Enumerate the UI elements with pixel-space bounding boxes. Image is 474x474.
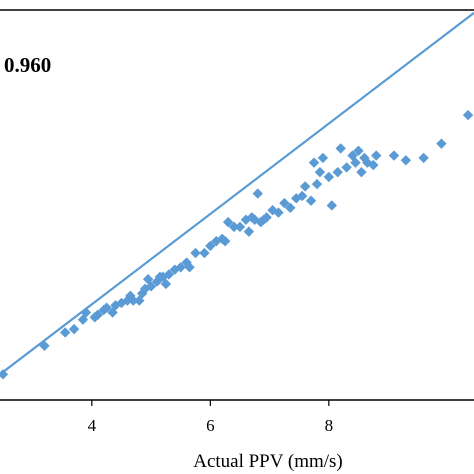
data-point-marker [368,159,379,171]
data-point-marker [400,155,412,166]
data-point-marker [219,235,231,247]
data-point-marker [199,247,210,259]
trendline [0,11,474,376]
data-point-marker [243,226,255,237]
data-point-marker [101,302,112,313]
data-point-marker [228,221,240,233]
data-point-marker [332,166,343,178]
x-axis-title: Actual PPV (mm/s) [193,451,343,472]
data-point-marker [145,281,157,292]
data-point-marker [252,188,263,199]
data-point-marker [59,327,71,338]
data-point-marker [92,309,103,321]
r-squared-annotation: 0.960 [4,53,51,77]
data-point-marker [323,171,335,183]
data-point-marker [77,314,89,325]
data-point-marker [190,247,201,259]
data-point-marker [314,166,326,178]
data-point-marker [311,178,323,190]
data-point-marker [273,207,284,218]
data-point-marker [350,157,361,168]
data-point-marker [388,150,400,161]
data-point-marker [462,109,474,121]
data-point-marker [261,212,272,223]
data-point-marker [305,195,317,206]
data-point-marker [317,152,329,164]
data-point-marker [39,340,50,351]
data-point-marker [234,221,246,233]
data-point-marker [335,143,346,154]
data-point-marker [175,262,186,273]
data-point-marker [110,300,121,311]
data-point-marker [163,269,175,280]
x-tick-label: 6 [206,416,215,435]
data-point-marker [68,323,80,335]
data-point-marker [205,240,216,252]
data-point-marker [296,190,308,202]
data-point-marker [160,278,172,290]
data-point-marker [184,262,195,273]
x-tick-label: 4 [88,416,97,435]
data-point-marker [291,193,302,204]
data-point-marker [436,138,447,149]
data-point-marker [356,166,367,178]
data-point-marker [128,295,139,306]
data-point-marker [0,369,9,380]
x-axis-ticks: 4 6 8 [88,400,334,435]
data-points [0,109,474,380]
data-point-marker [418,152,429,164]
data-point-marker [222,216,234,228]
data-point-marker [279,197,290,209]
data-point-marker [308,157,320,168]
data-point-marker [353,145,364,156]
data-point-marker [371,150,382,161]
data-point-marker [341,162,352,173]
data-point-marker [285,202,296,214]
plot-frame-group [0,9,474,401]
data-point-marker [80,307,92,318]
data-point-marker [326,200,337,211]
data-point-marker [299,181,311,192]
x-tick-label: 8 [325,416,334,435]
